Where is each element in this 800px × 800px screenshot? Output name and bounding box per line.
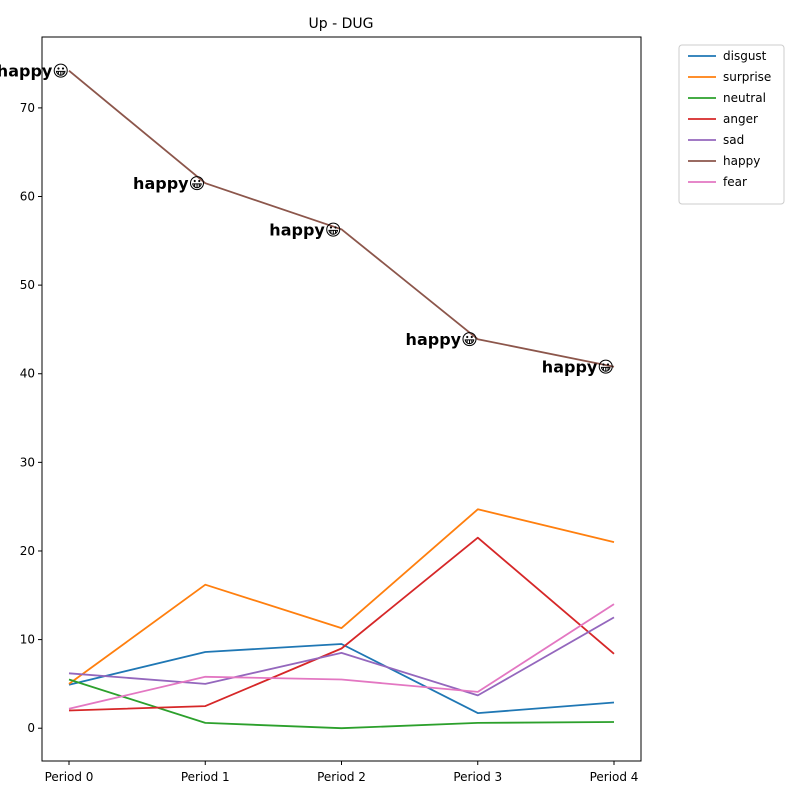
y-tick-label: 70 — [20, 101, 35, 115]
x-tick-label: Period 1 — [181, 770, 230, 784]
series-line-happy — [68, 70, 615, 368]
legend-label-happy: happy — [723, 154, 760, 168]
y-tick-label: 40 — [20, 367, 35, 381]
annotation-label: happy😀 — [406, 330, 478, 349]
legend-label-disgust: disgust — [723, 49, 767, 63]
annotation-label: happy😀 — [0, 62, 69, 81]
annotation-label: happy😀 — [133, 174, 205, 193]
legend-label-neutral: neutral — [723, 91, 766, 105]
series-line-fear — [68, 603, 615, 710]
legend-label-sad: sad — [723, 133, 744, 147]
y-tick-label: 60 — [20, 190, 35, 204]
legend-label-surprise: surprise — [723, 70, 771, 84]
x-tick-label: Period 3 — [453, 770, 502, 784]
y-tick-label: 50 — [20, 278, 35, 292]
legend: disgust surprise neutral anger sad happy fear — [678, 44, 785, 205]
x-tick-label: Period 4 — [590, 770, 639, 784]
legend-label-fear: fear — [723, 175, 747, 189]
x-tick-label: Period 2 — [317, 770, 366, 784]
series-line-sad — [68, 616, 615, 697]
series-line-surprise — [68, 508, 615, 685]
legend-box — [678, 44, 785, 205]
plot-area: 0 10 20 30 40 50 60 70 Period 0 Period 1 Period 2 P… — [0, 36, 642, 784]
legend-label-anger: anger — [723, 112, 758, 126]
annotation-label: happy😀 — [269, 220, 341, 239]
chart-title: Up - DUG — [309, 16, 374, 32]
y-tick-label: 30 — [20, 455, 35, 469]
annotation-label: happy😀 — [542, 358, 614, 377]
y-tick-label: 0 — [27, 721, 35, 735]
x-tick-label: Period 0 — [45, 770, 94, 784]
series-line-disgust — [68, 643, 615, 714]
y-tick-label: 10 — [20, 633, 35, 647]
series-line-anger — [68, 536, 615, 712]
y-tick-label: 20 — [20, 544, 35, 558]
